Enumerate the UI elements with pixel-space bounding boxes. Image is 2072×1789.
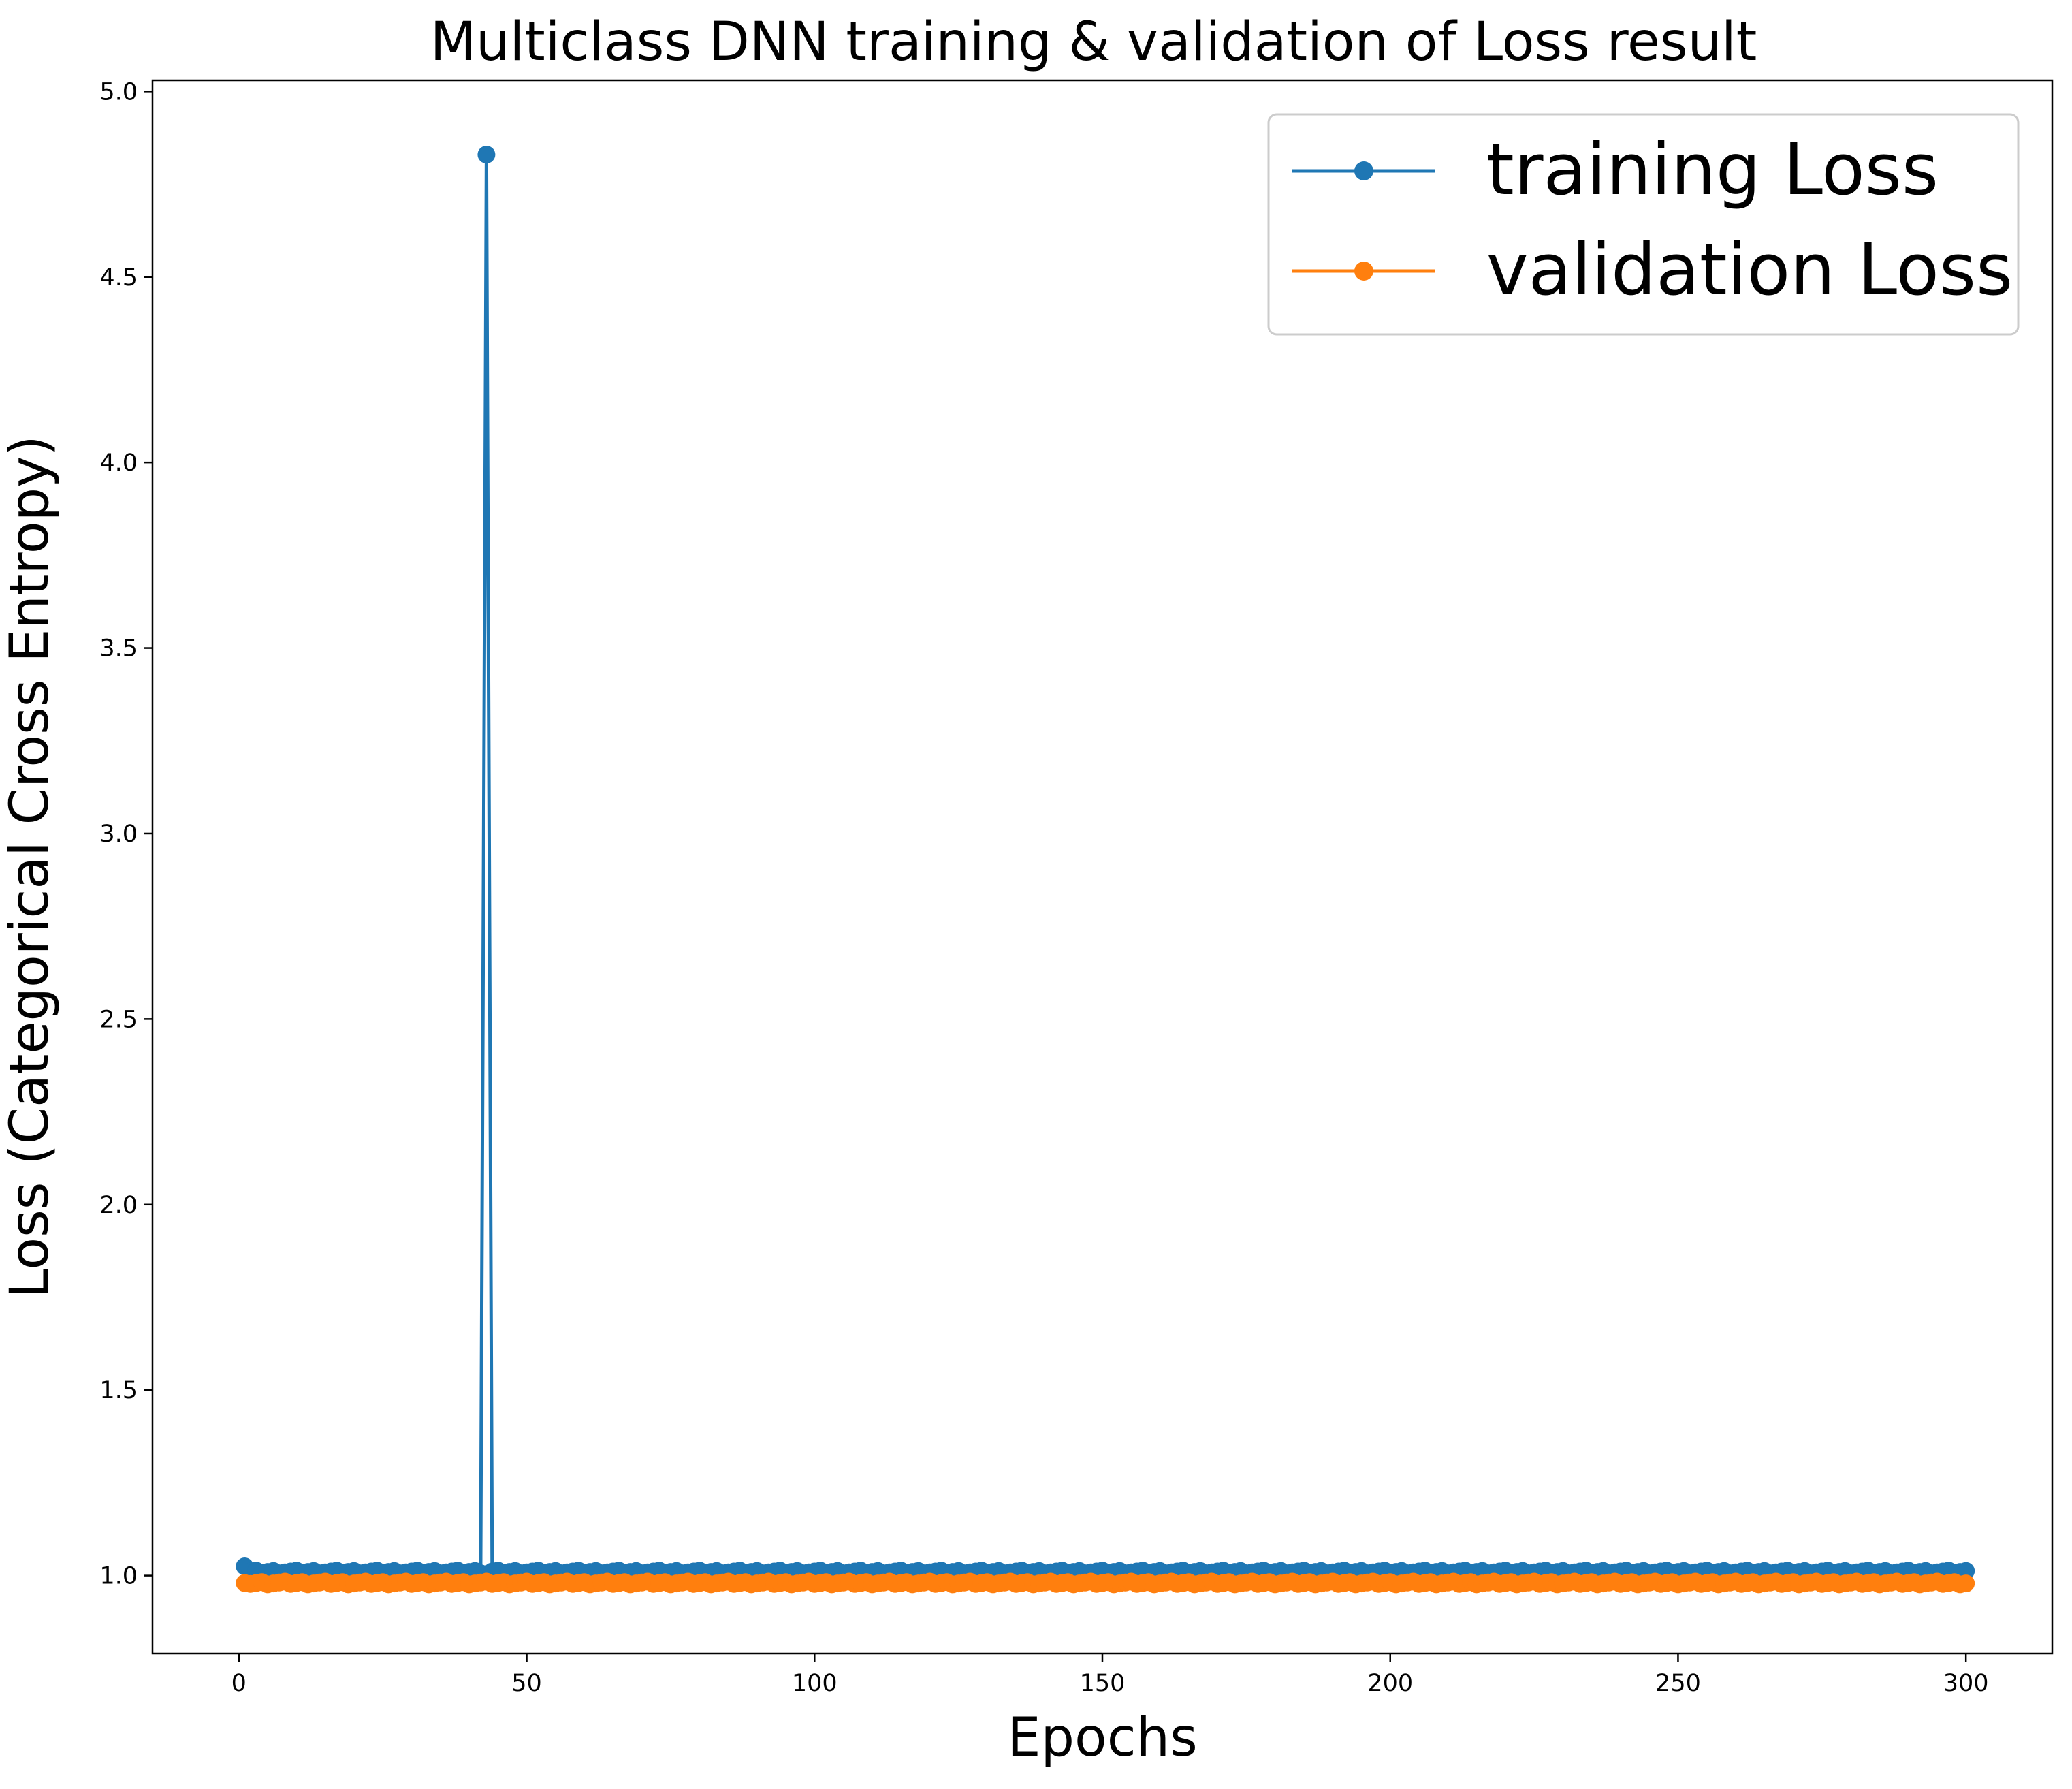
y-tick-label: 5.0 xyxy=(99,78,138,106)
legend-label-validation: validation Loss xyxy=(1486,228,2013,311)
y-tick-label: 1.0 xyxy=(99,1563,138,1590)
chart-title: Multiclass DNN training & validation of … xyxy=(430,12,1757,73)
legend-marker-training xyxy=(1354,161,1373,180)
series-layer xyxy=(236,146,1975,1594)
y-axis-label: Loss (Categorical Cross Entropy) xyxy=(0,435,61,1298)
x-tick-label: 0 xyxy=(232,1670,246,1697)
x-tick-label: 300 xyxy=(1943,1670,1989,1697)
y-tick-label: 4.0 xyxy=(99,449,138,477)
x-tick-label: 100 xyxy=(792,1670,838,1697)
legend-label-training: training Loss xyxy=(1486,128,1939,211)
x-tick-label: 150 xyxy=(1080,1670,1126,1697)
y-tick-label: 2.0 xyxy=(99,1192,138,1219)
x-tick-label: 250 xyxy=(1655,1670,1701,1697)
x-tick-label: 200 xyxy=(1367,1670,1413,1697)
data-point-validation xyxy=(1957,1574,1975,1593)
data-point-training xyxy=(477,146,496,163)
y-tick-label: 3.5 xyxy=(99,635,138,663)
legend: training Loss validation Loss xyxy=(1267,113,2020,336)
plot-area xyxy=(151,79,2054,1655)
y-tick-label: 3.0 xyxy=(99,821,138,848)
x-axis-ticks: 0 50 100 150 200 250 300 xyxy=(232,1653,1989,1697)
y-tick-label: 4.5 xyxy=(99,264,138,291)
y-tick-label: 1.5 xyxy=(99,1377,138,1404)
legend-box xyxy=(1267,113,2020,336)
x-tick-label: 50 xyxy=(511,1670,542,1697)
x-axis-label: Epochs xyxy=(1007,1707,1197,1769)
legend-marker-validation xyxy=(1354,262,1373,281)
data-point-training xyxy=(1957,1562,1975,1580)
y-axis-ticks: 1.0 1.5 2.0 2.5 3.0 3.5 4.0 4.5 5.0 xyxy=(99,78,153,1590)
y-tick-label: 2.5 xyxy=(99,1006,138,1033)
